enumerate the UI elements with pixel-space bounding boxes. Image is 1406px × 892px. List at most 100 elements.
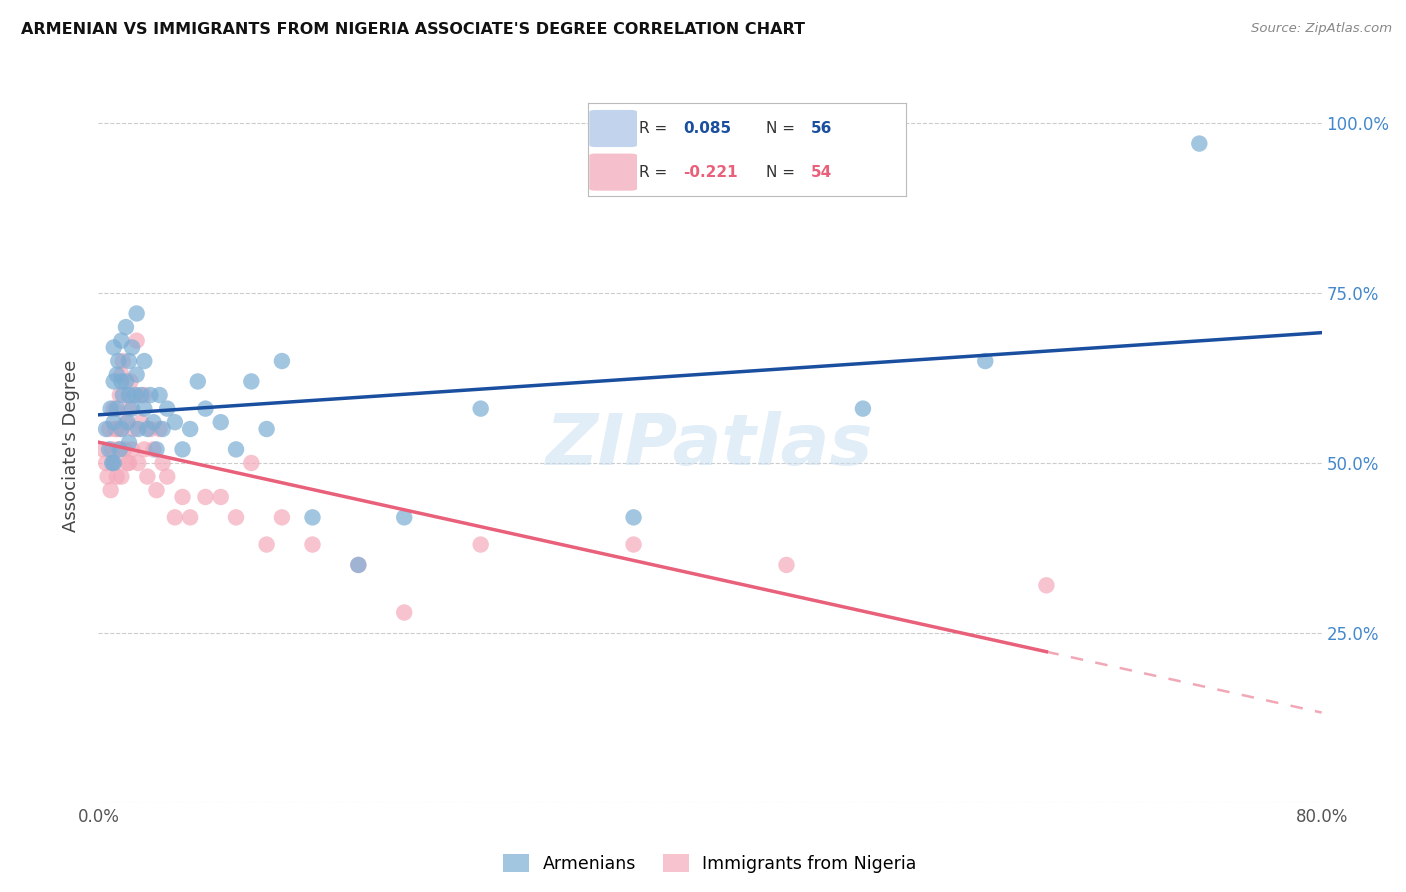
Point (103, 415, 125, 429)
Point (120, 375, 142, 389)
Point (301, 510, 323, 524)
Point (97, 469, 120, 483)
Point (775, 558, 797, 572)
Point (852, 401, 875, 416)
Point (115, 375, 138, 389)
Point (134, 442, 156, 457)
Point (1035, 578, 1057, 592)
Point (139, 422, 162, 436)
Point (105, 422, 128, 436)
Point (187, 375, 209, 389)
Point (172, 442, 194, 457)
Point (118, 388, 141, 402)
Point (103, 375, 125, 389)
Point (108, 388, 131, 402)
Point (110, 334, 132, 348)
Point (209, 490, 232, 504)
Legend: Armenians, Immigrants from Nigeria: Armenians, Immigrants from Nigeria (496, 847, 924, 880)
Point (149, 422, 172, 436)
Point (103, 456, 125, 470)
Text: ZIPatlas: ZIPatlas (547, 411, 873, 481)
Point (125, 334, 148, 348)
Point (270, 510, 292, 524)
Point (270, 354, 292, 368)
Point (240, 375, 263, 389)
Point (125, 388, 148, 402)
Point (623, 537, 645, 551)
Point (470, 401, 492, 416)
Point (256, 422, 278, 436)
Point (142, 415, 165, 429)
Point (134, 388, 156, 402)
Point (392, 606, 416, 620)
Point (122, 422, 145, 436)
Point (145, 442, 167, 457)
Point (115, 320, 138, 334)
Text: Source: ZipAtlas.com: Source: ZipAtlas.com (1251, 22, 1392, 36)
Point (127, 456, 149, 470)
Point (129, 415, 152, 429)
Point (117, 415, 139, 429)
Point (145, 483, 167, 498)
Point (179, 510, 201, 524)
Point (156, 401, 179, 416)
Point (91, 442, 114, 457)
Point (163, 415, 186, 429)
Point (225, 510, 247, 524)
Text: ARMENIAN VS IMMIGRANTS FROM NIGERIA ASSOCIATE'S DEGREE CORRELATION CHART: ARMENIAN VS IMMIGRANTS FROM NIGERIA ASSO… (21, 22, 806, 37)
Point (118, 456, 141, 470)
Point (111, 354, 134, 368)
Point (225, 442, 247, 457)
Point (392, 510, 416, 524)
Point (108, 442, 131, 457)
Point (103, 341, 125, 355)
Point (194, 490, 217, 504)
Point (112, 442, 135, 457)
Point (107, 354, 129, 368)
Point (152, 456, 174, 470)
Point (121, 341, 143, 355)
Point (110, 422, 132, 436)
Point (117, 456, 139, 470)
Point (142, 442, 165, 457)
Point (347, 558, 370, 572)
Point (100, 401, 122, 416)
Point (470, 537, 492, 551)
Point (121, 442, 143, 457)
Point (110, 375, 132, 389)
Point (121, 401, 143, 416)
Point (194, 401, 217, 416)
Point (107, 442, 129, 457)
Point (98, 442, 121, 457)
Point (115, 415, 138, 429)
Point (127, 422, 149, 436)
Point (136, 469, 159, 483)
Point (124, 388, 146, 402)
Point (136, 422, 159, 436)
Point (110, 469, 132, 483)
Point (100, 483, 122, 498)
Point (118, 354, 141, 368)
Point (347, 558, 370, 572)
Point (103, 401, 125, 416)
Point (134, 354, 156, 368)
Point (134, 401, 156, 416)
Point (974, 354, 997, 368)
Point (94, 456, 117, 470)
Point (104, 422, 127, 436)
Point (152, 422, 174, 436)
Point (149, 388, 172, 402)
Point (110, 422, 132, 436)
Point (139, 388, 162, 402)
Point (94, 422, 117, 436)
Point (110, 368, 132, 382)
Point (623, 510, 645, 524)
Point (125, 306, 148, 320)
Point (118, 435, 141, 450)
Point (179, 422, 201, 436)
Y-axis label: Associate's Degree: Associate's Degree (62, 359, 80, 533)
Point (125, 368, 148, 382)
Point (103, 456, 125, 470)
Point (105, 469, 128, 483)
Point (163, 510, 186, 524)
